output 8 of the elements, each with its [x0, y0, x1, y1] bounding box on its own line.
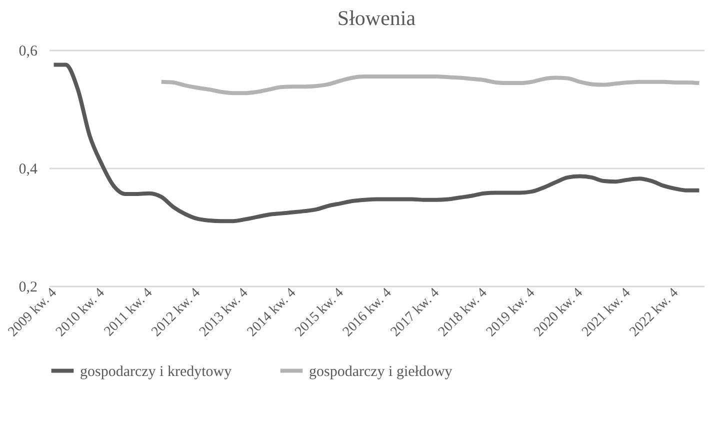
y-tick-label: 0,4 [18, 162, 38, 178]
legend-label: gospodarczy i giełdowy [309, 364, 453, 380]
legend-label: gospodarczy i kredytowy [80, 364, 232, 380]
chart-title: Słowenia [337, 6, 416, 30]
line-series [52, 62, 702, 224]
y-tick-label: 0,6 [18, 44, 38, 60]
line-series [159, 74, 702, 96]
y-tick-label: 0,2 [18, 280, 38, 296]
